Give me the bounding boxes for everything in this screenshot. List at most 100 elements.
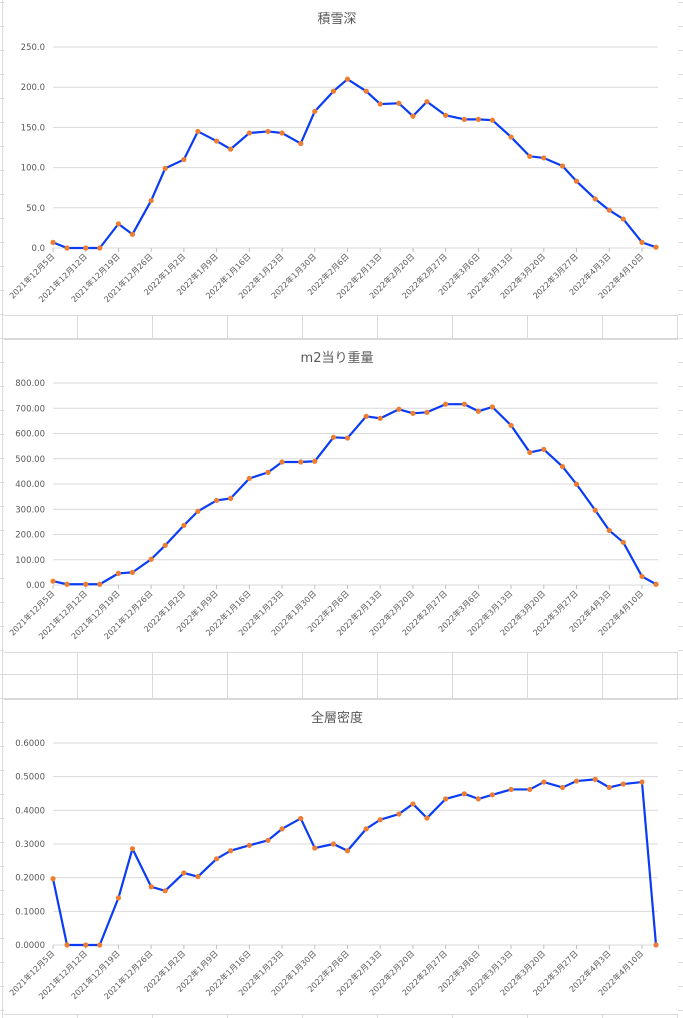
y-tick-label: 0.5000 (15, 773, 45, 783)
y-tick-label: 0.0000 (15, 941, 45, 951)
data-point (64, 942, 70, 948)
data-point (410, 801, 416, 807)
chart-title: 積雪深 (317, 12, 356, 27)
data-point (83, 942, 89, 948)
data-point (653, 244, 659, 250)
data-point (330, 434, 337, 440)
data-point (606, 527, 612, 534)
data-point (214, 497, 220, 504)
y-tick-label: 100.0 (21, 164, 45, 174)
data-point (573, 178, 580, 184)
data-point (489, 792, 495, 798)
data-point (443, 112, 449, 118)
data-point (129, 231, 136, 237)
data-point (50, 578, 56, 584)
data-point (279, 459, 285, 465)
data-point (541, 446, 547, 453)
data-point (148, 884, 154, 890)
data-point (162, 888, 168, 894)
data-point (396, 100, 402, 106)
data-point (559, 163, 566, 169)
data-point (461, 791, 467, 797)
data-point (228, 848, 234, 854)
data-point (377, 817, 383, 823)
data-point (620, 781, 626, 787)
data-point (228, 495, 234, 501)
data-point (344, 435, 351, 441)
data-point (363, 826, 369, 832)
data-point (330, 841, 337, 847)
chart-svg: 全層密度 0.0000 0.1000 0.2000 0.3000 0.4000 0.5000… (7, 710, 659, 1001)
data-point (181, 870, 187, 876)
data-point (181, 156, 187, 163)
y-tick-label: 0.4000 (15, 806, 45, 816)
data-point (620, 216, 626, 222)
data-point (475, 116, 481, 122)
data-point (298, 140, 304, 147)
data-point (312, 458, 318, 464)
data-point (97, 942, 103, 948)
y-tick-label: 0.6000 (15, 739, 45, 749)
data-point (443, 401, 449, 407)
data-point (64, 245, 70, 251)
data-point (83, 581, 89, 587)
data-point (312, 845, 318, 851)
data-point (592, 507, 598, 513)
data-point (148, 197, 154, 204)
chart-title: 全層密度 (311, 710, 363, 726)
series-line (51, 778, 658, 947)
data-point (461, 401, 467, 407)
data-point (527, 786, 533, 793)
data-point (508, 134, 514, 140)
chart-snow-depth[interactable]: 積雪深 0.0 50.0 100.0 150.0 200.0 250.0 2021年12月5日… (4, 0, 678, 316)
data-point (330, 88, 337, 94)
data-point (97, 245, 103, 251)
data-point (129, 569, 136, 575)
data-point (115, 570, 122, 576)
data-point (162, 542, 168, 548)
data-point (228, 146, 234, 152)
chart-full-layer-density[interactable]: 全層密度 0.0000 0.1000 0.2000 0.3000 0.4000 0.5000… (4, 699, 678, 1015)
data-point (592, 776, 598, 782)
series-line (52, 78, 657, 250)
data-point (424, 409, 430, 415)
data-point (195, 128, 201, 135)
data-point (298, 815, 304, 822)
data-point (573, 778, 580, 784)
data-point (83, 245, 89, 251)
data-point (559, 784, 566, 791)
data-point (541, 779, 547, 785)
y-tick-label: 600.00 (15, 430, 45, 440)
y-tick-label: 250.0 (21, 43, 45, 53)
data-point (344, 76, 351, 82)
data-point (279, 130, 285, 136)
y-tick-label: 500.00 (15, 455, 45, 465)
y-tick-label: 700.00 (15, 404, 45, 414)
data-point (97, 581, 103, 587)
data-point (396, 811, 402, 817)
data-point (573, 481, 580, 487)
data-point (424, 815, 430, 821)
y-tick-label: 0.0 (31, 244, 45, 254)
data-point (148, 556, 154, 562)
y-tick-label: 200.00 (15, 531, 45, 541)
y-tick-label: 50.0 (26, 204, 45, 214)
y-tick-label: 400.00 (15, 480, 45, 490)
series-line (52, 403, 657, 586)
data-point (265, 128, 271, 135)
data-point (508, 786, 514, 793)
data-point (527, 449, 533, 456)
data-point (246, 475, 252, 482)
chart-svg: 積雪深0.050.0100.0150.0200.0250.02021年12月5日… (7, 12, 659, 304)
data-point (195, 874, 201, 880)
data-point (115, 895, 122, 901)
y-tick-label: 100.00 (15, 556, 45, 566)
data-point (265, 837, 271, 843)
data-point (489, 117, 495, 123)
chart-weight-per-m2[interactable]: m2当り重量 0.00 100.00 200.00 300.00 400.00 500.00… (4, 339, 678, 653)
data-point (653, 581, 659, 587)
data-point (639, 239, 645, 245)
y-tick-label: 150.0 (21, 123, 45, 133)
data-point (214, 138, 220, 144)
data-point (377, 415, 383, 421)
